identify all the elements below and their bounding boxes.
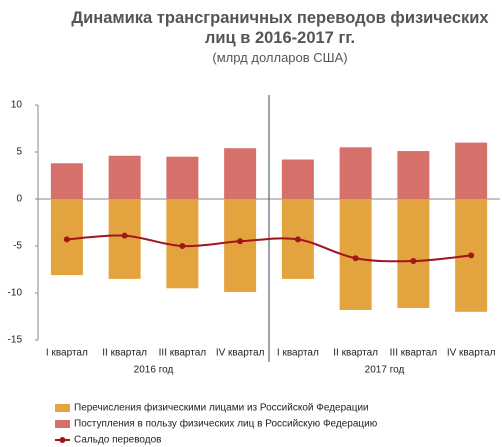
y-tick-label: -5 [13,241,22,252]
point [468,252,475,259]
x-tick-label: I квартал [46,348,88,359]
legend-label: Сальдо переводов [74,435,161,446]
x-tick-label: I квартал [277,348,319,359]
y-tick-label: 10 [11,100,23,111]
point [237,238,244,245]
point [294,236,301,243]
y-tick-label: 5 [16,147,22,158]
x-tick-label: III квартал [159,348,207,359]
bar [224,199,257,293]
point [410,258,417,265]
point [352,255,359,262]
x-tick-label: IV квартал [447,348,496,359]
bar [50,163,83,199]
bar [166,156,199,199]
y-tick-label: 0 [16,194,22,205]
bar [224,148,257,199]
line [66,234,472,263]
bar [339,147,372,199]
legend-label: Поступления в пользу физических лиц в Ро… [74,418,378,430]
bar [455,142,488,199]
x-tick-label: III квартал [390,348,438,359]
x-tick-label: IV квартал [216,348,265,359]
chart-subtitle: (млрд долларов США) [212,50,348,65]
legend-swatch [55,404,70,412]
point [63,236,70,243]
x-tick-label: II квартал [102,348,147,359]
legend-label: Перечисления физическими лицами из Росси… [74,402,369,414]
legend-swatch [55,420,70,428]
bar [281,159,314,199]
chart-title: Динамика трансграничных переводов физиче… [71,9,489,47]
y-tick-label: -15 [8,335,23,346]
bar [397,199,430,309]
x-tick-label: II квартал [333,348,378,359]
point [179,243,186,249]
group-label: 2016 год [134,365,174,376]
bar [397,151,430,199]
point [121,232,128,239]
y-tick-label: -10 [8,288,23,299]
bar [108,155,141,199]
group-label: 2017 год [365,365,405,376]
bar [108,199,141,279]
legend-swatch [59,437,66,443]
